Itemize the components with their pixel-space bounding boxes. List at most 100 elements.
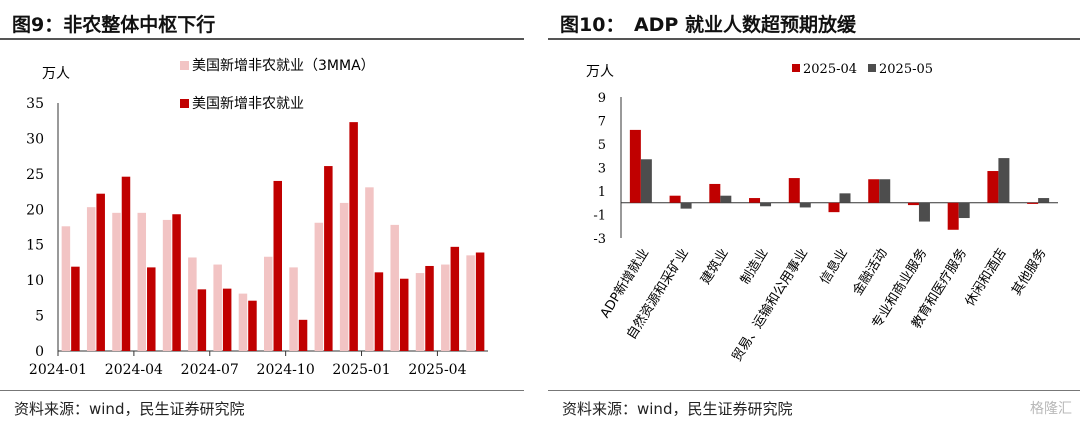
- bar-nonfarm: [197, 289, 207, 351]
- watermark-logo: 格隆汇: [1030, 401, 1072, 417]
- bar-3mma: [314, 222, 324, 351]
- bar-2025-05: [879, 179, 891, 203]
- legend-swatch: [868, 64, 876, 72]
- x-tick-label: 2025-01: [332, 362, 390, 378]
- y-tick-label: -3: [593, 232, 606, 247]
- legend-label: 美国新增非农就业: [192, 96, 304, 112]
- y-tick-label: 0: [35, 344, 44, 360]
- y-tick-label: 7: [598, 115, 606, 130]
- bar-nonfarm: [475, 252, 485, 351]
- bar-2025-04: [828, 202, 840, 213]
- bar-2025-05: [640, 159, 652, 203]
- x-tick-label: 2024-01: [29, 362, 87, 378]
- figure-9-title: 图9：非农整体中枢下行: [12, 14, 216, 36]
- figure-9-bottom-rule: [0, 390, 524, 391]
- category-label: 金融活动: [849, 246, 890, 299]
- legend-swatch: [792, 64, 800, 72]
- bar-2025-04: [868, 179, 880, 203]
- unit-label: 万人: [586, 64, 614, 80]
- bar-nonfarm: [71, 266, 80, 351]
- y-tick-label: 30: [26, 131, 44, 147]
- figure-10-panel: 图10： ADP 就业人数超预期放缓 万人 -3 -1 1 3 5 7 9 ADP新增就业 自然资…: [548, 0, 1080, 424]
- y-tick-label: 10: [26, 273, 44, 289]
- bar-nonfarm: [399, 278, 409, 351]
- bar-3mma: [238, 293, 248, 351]
- bar-2025-05: [958, 202, 970, 219]
- bar-2025-05: [918, 202, 930, 222]
- figure-10-bottom-rule: [548, 390, 1080, 391]
- y-tick-label: 35: [26, 96, 44, 112]
- bar-3mma: [188, 257, 197, 351]
- x-tick-label: 2024-04: [105, 362, 163, 378]
- bar-nonfarm: [172, 214, 181, 351]
- bar-2025-04: [947, 202, 959, 230]
- bar-2025-05: [720, 195, 732, 203]
- bar-2025-04: [669, 195, 681, 203]
- y-tick-label: 1: [598, 185, 606, 200]
- y-tick-label: 20: [26, 202, 44, 218]
- y-tick-label: 5: [35, 309, 44, 325]
- bar-2025-04: [788, 178, 800, 203]
- figure-10-source: 资料来源：wind，民生证券研究院: [562, 400, 793, 418]
- figure-10-title: 图10： ADP 就业人数超预期放缓: [560, 14, 856, 36]
- figure-9-top-rule: [0, 38, 524, 40]
- y-tick-label: 25: [26, 167, 44, 183]
- bar-2025-04: [1027, 202, 1039, 204]
- figure-9-panel: 图9：非农整体中枢下行 万人 0 5 10 15 20 25 30 35 2024-01 2024-…: [0, 0, 530, 424]
- legend-label: 2025-05: [879, 62, 933, 77]
- y-tick-label: 5: [598, 138, 606, 153]
- bar-2025-04: [709, 183, 721, 203]
- bar-3mma: [264, 256, 273, 351]
- bar-3mma: [289, 267, 298, 351]
- legend-swatch: [180, 99, 189, 108]
- bar-2025-04: [749, 198, 761, 203]
- bar-3mma: [466, 255, 475, 351]
- category-label: 其他服务: [1008, 246, 1049, 299]
- bar-3mma: [112, 212, 121, 351]
- bar-nonfarm: [273, 180, 282, 351]
- bar-2025-05: [680, 202, 692, 209]
- bar-nonfarm: [374, 272, 384, 351]
- bar-3mma: [415, 273, 425, 351]
- category-label: 信息业: [817, 246, 851, 288]
- figure-9-source: 资料来源：wind，民生证券研究院: [14, 400, 245, 418]
- category-label: 制造业: [738, 246, 771, 287]
- x-tick-label: 2024-07: [181, 362, 239, 378]
- bar-nonfarm: [121, 176, 131, 351]
- bar-2025-05: [998, 158, 1010, 203]
- bar-nonfarm: [222, 288, 232, 351]
- bar-3mma: [137, 212, 147, 351]
- bar-nonfarm: [324, 166, 333, 351]
- bar-3mma: [365, 187, 374, 351]
- bar-2025-05: [799, 202, 811, 208]
- bar-nonfarm: [450, 246, 460, 351]
- bar-2025-05: [1038, 198, 1050, 203]
- bar-3mma: [390, 224, 399, 351]
- bar-3mma: [441, 264, 450, 351]
- y-tick-label: -1: [593, 209, 606, 224]
- bar-2025-04: [629, 129, 641, 203]
- category-label: 贸易、运输和公用事业: [729, 246, 811, 365]
- bar-3mma: [339, 202, 349, 351]
- bar-2025-05: [760, 202, 772, 207]
- bar-3mma: [61, 226, 71, 351]
- x-tick-label: 2025-04: [408, 362, 466, 378]
- legend-label: 2025-04: [803, 62, 857, 77]
- y-tick-label: 15: [26, 238, 44, 254]
- category-label: 建筑业: [697, 246, 731, 288]
- bar-nonfarm: [298, 319, 308, 351]
- category-label: 休闲和酒店: [963, 246, 1010, 309]
- bar-nonfarm: [96, 193, 105, 351]
- legend-swatch: [180, 61, 189, 70]
- y-tick-label: 9: [598, 91, 606, 106]
- figure-9-chart: 万人 0 5 10 15 20 25 30 35 2024-01 2024-04 2024-07 202…: [26, 58, 488, 378]
- bar-nonfarm: [248, 300, 257, 351]
- bar-3mma: [162, 219, 172, 351]
- bar-nonfarm: [349, 122, 358, 351]
- bar-nonfarm: [147, 267, 156, 351]
- bar-3mma: [86, 207, 96, 351]
- bar-2025-04: [907, 202, 919, 206]
- bar-nonfarm: [425, 265, 434, 351]
- bar-2025-04: [987, 171, 999, 203]
